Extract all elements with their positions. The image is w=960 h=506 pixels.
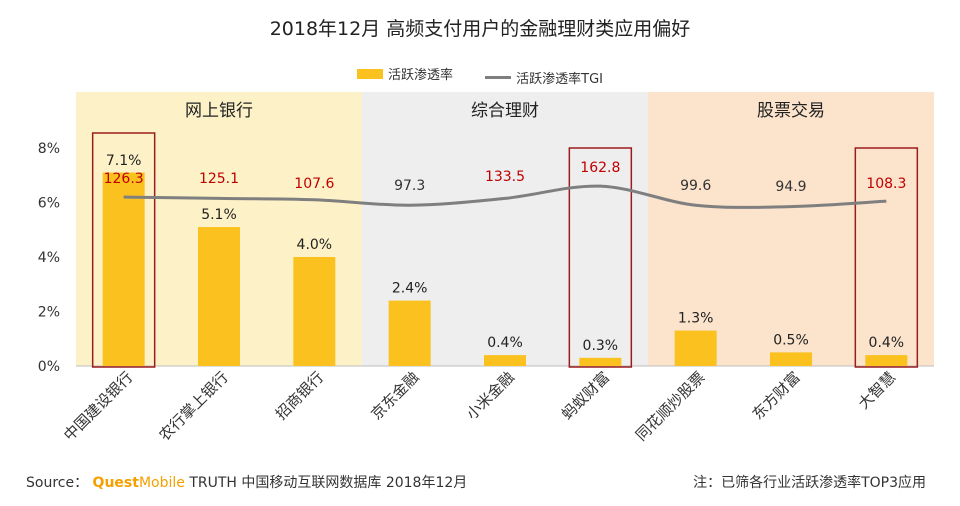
bar-value-label: 7.1% [106,153,142,169]
bar-value-label: 4.0% [297,237,333,253]
tgi-value-label: 126.3 [104,171,144,187]
legend-item-line: 活跃渗透率TGI [485,68,603,87]
category-label: 大智慧 [855,368,900,413]
legend: 活跃渗透率 活跃渗透率TGI [0,64,960,87]
category-label: 农行掌上银行 [155,368,231,444]
category-label: 京东金融 [367,368,422,423]
bar [388,300,431,366]
bar-value-label: 0.5% [773,332,809,348]
bar [770,352,812,366]
bar-value-label: 1.3% [678,311,714,327]
bar [484,355,526,366]
legend-bar-label: 活跃渗透率 [387,68,453,83]
bar-value-label: 2.4% [392,281,428,297]
y-tick-label: 8% [38,141,60,157]
tgi-value-label: 107.6 [294,176,334,192]
brand-quest: Quest [92,475,139,491]
highlight-box [568,147,633,368]
category-label: 小米金融 [463,368,518,423]
bar [579,357,622,366]
footnote: 注：已筛各行业活跃渗透率TOP3应用 [693,475,926,491]
highlight-box [854,147,919,368]
tgi-value-label: 94.9 [775,179,806,195]
group-header: 网上银行 [185,101,253,121]
category-label: 中国建设银行 [60,368,136,444]
tgi-value-label: 97.3 [394,178,425,194]
legend-item-bar: 活跃渗透率 [356,64,453,83]
bar [102,172,145,366]
group-header: 股票交易 [757,101,825,121]
y-tick-label: 4% [38,250,60,266]
bar [865,355,908,366]
y-tick-label: 6% [38,196,60,212]
tgi-value-label: 99.6 [680,178,711,194]
tgi-value-label: 125.1 [199,171,239,187]
source-prefix: Source： [26,475,89,491]
tgi-value-label: 133.5 [485,169,525,185]
category-label: 同花顺炒股票 [632,368,708,444]
category-label: 东方财富 [749,368,804,423]
bar-value-label: 5.1% [201,207,237,223]
source-note: Source： QuestMobile TRUTH 中国移动互联网数据库 201… [26,472,467,492]
legend-line-swatch [485,75,512,79]
source-rest: TRUTH 中国移动互联网数据库 2018年12月 [189,475,468,491]
category-label: 招商银行 [272,368,327,423]
brand-mobile: Mobile [138,475,185,491]
y-tick-label: 0% [38,359,60,375]
bar-value-label: 0.4% [487,335,523,351]
bar [198,227,240,366]
bar [293,257,336,366]
tgi-value-label: 162.8 [580,160,620,176]
category-label: 蚂蚁财富 [558,368,613,423]
bar-value-label: 0.3% [583,338,619,354]
tgi-value-label: 108.3 [866,176,906,192]
y-tick-label: 2% [38,305,60,321]
group-header: 综合理财 [471,101,539,121]
highlight-box [91,132,156,368]
group-background-2 [648,92,934,366]
legend-bar-swatch [356,68,383,79]
legend-line-label: 活跃渗透率TGI [516,71,603,87]
tgi-line [123,184,887,209]
bar [674,330,717,366]
bar-value-label: 0.4% [869,335,905,351]
chart-title: 2018年12月 高频支付用户的金融理财类应用偏好 [269,18,691,40]
